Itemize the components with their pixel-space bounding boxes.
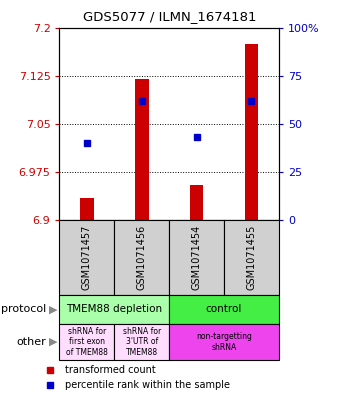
Text: control: control	[206, 305, 242, 314]
Bar	[114, 324, 169, 360]
Bar	[224, 220, 279, 295]
Text: other: other	[16, 337, 46, 347]
Bar	[114, 220, 169, 295]
Bar	[169, 324, 279, 360]
Bar	[169, 220, 224, 295]
Text: percentile rank within the sample: percentile rank within the sample	[65, 380, 230, 389]
Text: transformed count: transformed count	[65, 365, 155, 375]
Bar	[169, 295, 279, 324]
Text: ▶: ▶	[49, 337, 58, 347]
Text: GDS5077 / ILMN_1674181: GDS5077 / ILMN_1674181	[83, 10, 257, 23]
Text: protocol: protocol	[1, 305, 46, 314]
Text: GSM1071454: GSM1071454	[191, 225, 202, 290]
Bar	[190, 185, 203, 220]
Text: TMEM88 depletion: TMEM88 depletion	[66, 305, 163, 314]
Text: shRNA for
3'UTR of
TMEM88: shRNA for 3'UTR of TMEM88	[123, 327, 161, 357]
Bar	[59, 324, 114, 360]
Text: GSM1071457: GSM1071457	[82, 225, 92, 290]
Bar	[80, 198, 94, 220]
Bar	[135, 79, 149, 220]
Text: non-targetting
shRNA: non-targetting shRNA	[196, 332, 252, 352]
Text: GSM1071456: GSM1071456	[137, 225, 147, 290]
Bar	[244, 44, 258, 220]
Bar	[59, 295, 169, 324]
Text: GSM1071455: GSM1071455	[246, 225, 256, 290]
Bar	[59, 220, 114, 295]
Text: shRNA for
first exon
of TMEM88: shRNA for first exon of TMEM88	[66, 327, 108, 357]
Text: ▶: ▶	[49, 305, 58, 314]
